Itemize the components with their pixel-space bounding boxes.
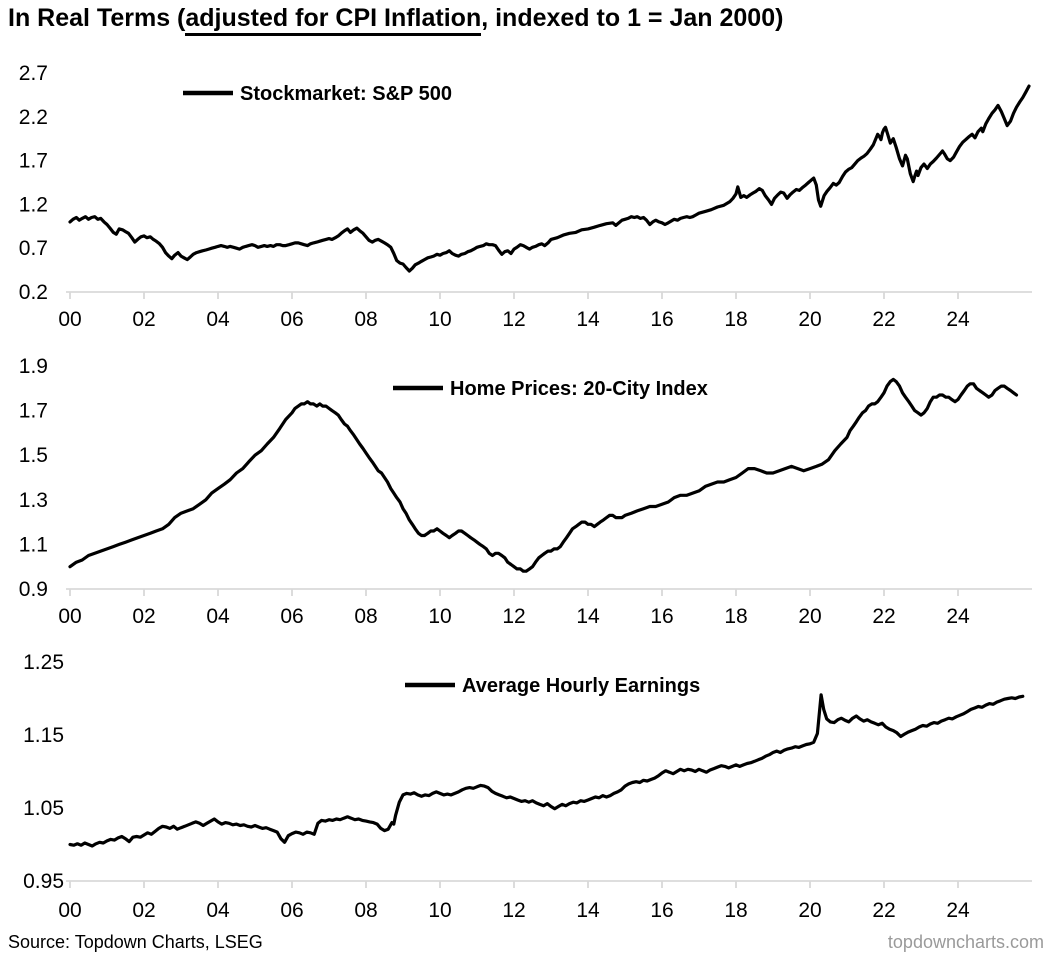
watermark-site: topdowncharts.com — [887, 932, 1044, 952]
x-tick-label: 16 — [650, 308, 673, 331]
x-tick-label: 12 — [502, 899, 525, 922]
figure-footer: Source: Topdown Charts, LSEG topdownchar… — [8, 932, 1044, 953]
y-tick-label: 2.7 — [19, 62, 48, 85]
x-tick-label: 20 — [798, 899, 821, 922]
y-tick-label: 1.7 — [19, 400, 48, 423]
x-tick-label: 24 — [946, 605, 970, 628]
x-tick-label: 10 — [428, 899, 451, 922]
chart-hourly-earnings-panel: Average Hourly Earnings 00 02 04 06 08 10 12 14… — [23, 651, 1032, 922]
legend-label-sp500: Stockmarket: S&P 500 — [240, 83, 452, 105]
y-tick-label: 1.7 — [19, 150, 48, 173]
x-tick-label: 00 — [58, 899, 81, 922]
x-tick-label: 06 — [280, 308, 303, 331]
y-tick-label: 0.95 — [23, 870, 64, 893]
x-tick-label: 22 — [872, 605, 895, 628]
title-suffix: , indexed to 1 = Jan 2000) — [481, 4, 784, 32]
figure-title: In Real Terms (adjusted for CPI Inflatio… — [8, 4, 784, 36]
title-underlined-phrase: adjusted for CPI Inflation — [185, 4, 482, 36]
legend-label-hourly-earnings: Average Hourly Earnings — [462, 675, 700, 697]
y-tick-label: 1.2 — [19, 193, 48, 216]
x-tick-label: 12 — [502, 605, 525, 628]
series-line — [68, 84, 1031, 273]
x-tick-label: 16 — [650, 605, 673, 628]
x-tick-label: 00 — [58, 308, 81, 331]
x-tick-label: 06 — [280, 899, 303, 922]
x-tick-label: 24 — [946, 308, 970, 331]
x-tick-label: 08 — [354, 899, 377, 922]
x-tick-label: 00 — [58, 605, 81, 628]
x-tick-label: 14 — [576, 605, 600, 628]
x-tick-label: 02 — [132, 605, 155, 628]
chart-sp500-panel: Stockmarket: S&P 500 00 02 04 06 08 10 12 14 16 1… — [19, 62, 1032, 331]
x-tick-label: 18 — [724, 308, 747, 331]
x-tick-label: 12 — [502, 308, 525, 331]
x-tick-label: 04 — [206, 899, 230, 922]
x-tick-label: 08 — [354, 308, 377, 331]
x-tick-label: 14 — [576, 308, 600, 331]
y-tick-label: 0.9 — [19, 578, 48, 601]
x-tick-label: 18 — [724, 899, 747, 922]
x-tick-label: 24 — [946, 899, 970, 922]
y-tick-label: 1.9 — [19, 355, 48, 378]
title-prefix: In Real Terms ( — [8, 4, 186, 32]
x-tick-label: 08 — [354, 605, 377, 628]
x-tick-label: 04 — [206, 308, 230, 331]
x-tick-label: 02 — [132, 308, 155, 331]
x-tick-label: 06 — [280, 605, 303, 628]
x-tick-label: 22 — [872, 899, 895, 922]
y-tick-label: 0.2 — [19, 281, 48, 304]
x-tick-label: 02 — [132, 899, 155, 922]
x-tick-label: 20 — [798, 605, 821, 628]
y-tick-label: 1.15 — [23, 724, 64, 747]
y-tick-label: 1.25 — [23, 651, 64, 674]
x-tick-label: 10 — [428, 605, 451, 628]
series-line — [68, 693, 1025, 848]
x-tick-label: 16 — [650, 899, 673, 922]
x-tick-label: 18 — [724, 605, 747, 628]
x-tick-label: 04 — [206, 605, 230, 628]
legend-label-home-prices: Home Prices: 20-City Index — [450, 378, 708, 400]
series-line — [68, 377, 1019, 573]
y-tick-label: 1.05 — [23, 797, 64, 820]
x-tick-label: 22 — [872, 308, 895, 331]
y-tick-label: 1.1 — [19, 533, 48, 556]
source-credit: Source: Topdown Charts, LSEG — [8, 932, 263, 952]
x-tick-label: 20 — [798, 308, 821, 331]
y-tick-label: 1.5 — [19, 444, 48, 467]
y-tick-label: 2.2 — [19, 106, 48, 129]
y-tick-label: 1.3 — [19, 489, 48, 512]
x-tick-label: 10 — [428, 308, 451, 331]
y-tick-label: 0.7 — [19, 237, 48, 260]
x-tick-label: 14 — [576, 899, 600, 922]
chart-home-prices-panel: Home Prices: 20-City Index 00 02 04 06 08 10 1… — [19, 355, 1032, 628]
